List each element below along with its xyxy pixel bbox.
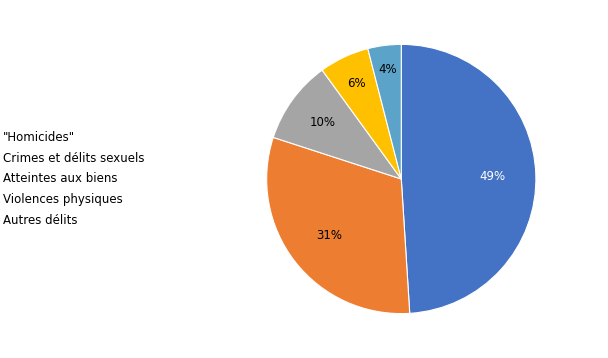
Text: 49%: 49% [480,170,506,183]
Text: 31%: 31% [316,229,342,242]
Legend: "Homicides", Crimes et délits sexuels, Atteintes aux biens, Violences physiques,: "Homicides", Crimes et délits sexuels, A… [0,131,145,227]
Text: 10%: 10% [310,116,336,129]
Wedge shape [273,70,401,179]
Wedge shape [368,44,401,179]
Text: 4%: 4% [378,63,397,76]
Wedge shape [267,137,410,314]
Wedge shape [322,49,401,179]
Text: 6%: 6% [347,77,366,91]
Wedge shape [401,44,536,313]
